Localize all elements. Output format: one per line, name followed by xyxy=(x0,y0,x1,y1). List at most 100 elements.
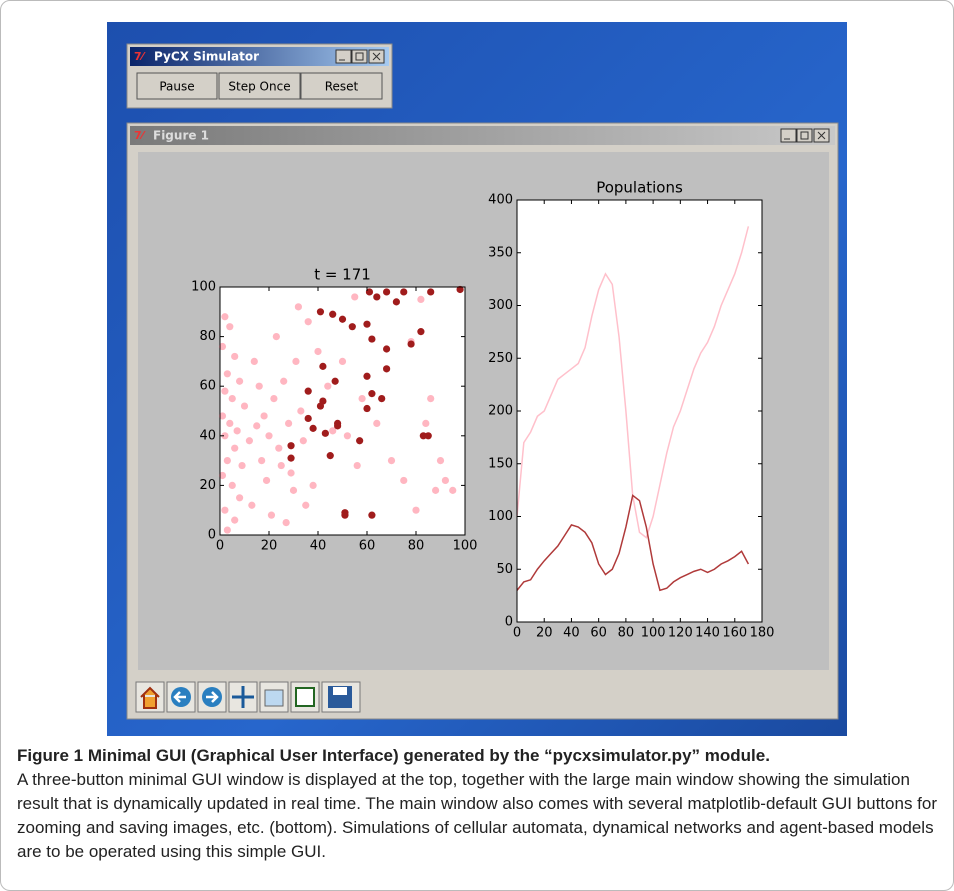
point xyxy=(297,407,304,414)
button-label[interactable]: Step Once xyxy=(228,80,290,94)
point xyxy=(275,445,282,452)
point xyxy=(310,425,317,432)
point xyxy=(224,370,231,377)
point xyxy=(295,303,302,310)
point xyxy=(427,288,434,295)
x-tick-label: 160 xyxy=(722,626,747,641)
x-tick-label: 60 xyxy=(359,539,376,554)
point xyxy=(393,298,400,305)
y-tick-label: 0 xyxy=(505,615,513,630)
point xyxy=(273,333,280,340)
x-tick-label: 0 xyxy=(216,539,224,554)
y-tick-label: 20 xyxy=(199,478,216,493)
point xyxy=(231,353,238,360)
point xyxy=(317,308,324,315)
caption-text: A three-button minimal GUI window is dis… xyxy=(17,768,942,864)
y-tick-label: 0 xyxy=(208,528,216,543)
chart-title: t = 171 xyxy=(314,266,371,284)
y-tick-label: 60 xyxy=(199,379,216,394)
x-tick-label: 20 xyxy=(261,539,278,554)
point xyxy=(270,395,277,402)
point xyxy=(305,415,312,422)
point xyxy=(417,296,424,303)
point xyxy=(341,512,348,519)
point xyxy=(383,345,390,352)
x-tick-label: 60 xyxy=(590,626,607,641)
y-tick-label: 250 xyxy=(488,351,513,366)
point xyxy=(351,293,358,300)
point xyxy=(231,517,238,524)
point xyxy=(221,507,228,514)
point xyxy=(241,402,248,409)
point xyxy=(258,457,265,464)
point xyxy=(265,432,272,439)
point xyxy=(344,432,351,439)
window-controls[interactable] xyxy=(336,50,384,63)
point xyxy=(300,437,307,444)
point xyxy=(221,388,228,395)
point xyxy=(263,477,270,484)
point xyxy=(236,378,243,385)
chart-title: Populations xyxy=(596,179,683,197)
button-label[interactable]: Pause xyxy=(159,80,194,94)
button-label[interactable]: Reset xyxy=(325,80,359,94)
x-tick-label: 140 xyxy=(695,626,720,641)
point xyxy=(425,432,432,439)
point xyxy=(363,321,370,328)
point xyxy=(251,358,258,365)
point xyxy=(356,437,363,444)
point xyxy=(283,519,290,526)
point xyxy=(319,363,326,370)
point xyxy=(334,422,341,429)
point xyxy=(427,395,434,402)
point xyxy=(322,430,329,437)
point xyxy=(437,457,444,464)
point xyxy=(256,383,263,390)
caption: Figure 1 Minimal GUI (Graphical User Int… xyxy=(17,744,942,864)
point xyxy=(287,442,294,449)
point xyxy=(417,328,424,335)
x-tick-label: 40 xyxy=(310,539,327,554)
y-tick-label: 300 xyxy=(488,298,513,313)
point xyxy=(354,462,361,469)
screenshot: 7⁄ PyCX Simulator 7⁄ Figure 1 xyxy=(0,0,954,740)
point xyxy=(373,293,380,300)
x-tick-label: 100 xyxy=(641,626,666,641)
point xyxy=(368,390,375,397)
point xyxy=(339,316,346,323)
point xyxy=(408,340,415,347)
plot-area xyxy=(517,200,762,622)
x-tick-label: 80 xyxy=(618,626,635,641)
point xyxy=(261,412,268,419)
point xyxy=(363,373,370,380)
x-tick-label: 20 xyxy=(536,626,553,641)
point xyxy=(349,323,356,330)
point xyxy=(400,288,407,295)
point xyxy=(248,502,255,509)
y-tick-label: 150 xyxy=(488,456,513,471)
y-tick-label: 40 xyxy=(199,428,216,443)
point xyxy=(234,427,241,434)
window-controls[interactable] xyxy=(781,129,829,142)
point xyxy=(305,318,312,325)
point xyxy=(324,383,331,390)
point xyxy=(314,348,321,355)
point xyxy=(302,502,309,509)
point xyxy=(246,437,253,444)
point xyxy=(224,526,231,533)
point xyxy=(290,487,297,494)
x-tick-label: 0 xyxy=(513,626,521,641)
x-tick-label: 100 xyxy=(453,539,478,554)
y-tick-label: 200 xyxy=(488,404,513,419)
point xyxy=(327,452,334,459)
point xyxy=(310,482,317,489)
point xyxy=(285,420,292,427)
x-tick-label: 120 xyxy=(668,626,693,641)
point xyxy=(317,402,324,409)
point xyxy=(236,494,243,501)
y-tick-label: 100 xyxy=(191,280,216,295)
x-tick-label: 40 xyxy=(563,626,580,641)
point xyxy=(253,422,260,429)
point xyxy=(359,395,366,402)
point xyxy=(280,378,287,385)
